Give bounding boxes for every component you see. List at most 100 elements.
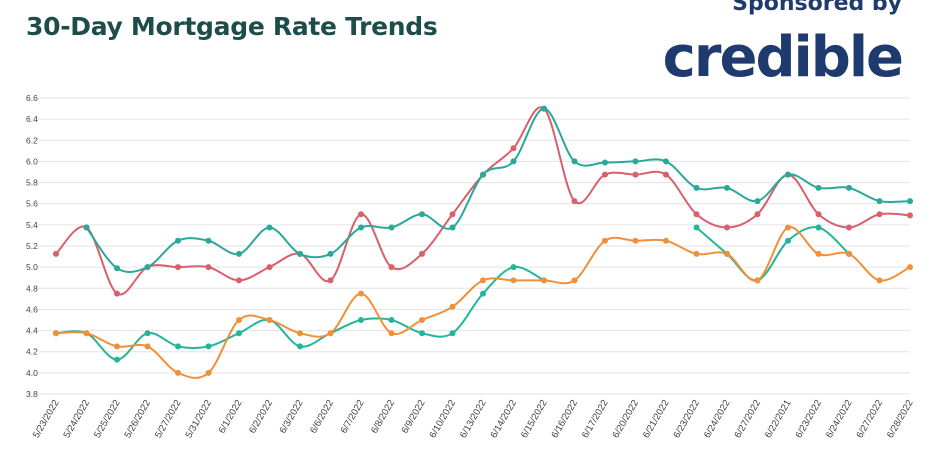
series-1-point	[510, 145, 517, 152]
y-tick-label: 5.8	[26, 178, 38, 188]
series-2-point	[144, 264, 151, 271]
series-3-point	[236, 330, 242, 337]
x-tick-label: 6/7/2022	[339, 398, 367, 436]
series-3-point	[205, 343, 212, 350]
series-2-point	[571, 158, 578, 165]
series-2-point	[846, 184, 852, 191]
y-tick-label: 6.4	[26, 114, 38, 124]
series-2-point	[480, 171, 486, 178]
series-3-point	[815, 224, 822, 231]
series-1-point	[236, 277, 242, 284]
x-tick-label: 6/23/2022	[671, 398, 702, 440]
series-lines	[53, 105, 913, 379]
x-tick-label: 6/8/2022	[369, 398, 397, 436]
series-3-point	[510, 264, 517, 271]
series-4-point	[541, 277, 547, 284]
x-tick-label: 5/25/2022	[92, 398, 123, 440]
series-2-point	[510, 158, 517, 165]
series-2-point	[785, 171, 791, 178]
series-4-point	[785, 224, 791, 231]
y-tick-label: 6.2	[26, 135, 38, 145]
series-4-point	[388, 330, 395, 337]
x-tick-label: 6/24/2022	[824, 398, 855, 440]
series-1-line	[55, 106, 911, 296]
series-1-point	[266, 264, 273, 271]
series-1-point	[907, 212, 913, 219]
x-tick-label: 6/2/2022	[247, 398, 275, 436]
brand-logo: credible	[662, 25, 904, 90]
x-tick-label: 5/23/2022	[31, 398, 62, 440]
series-2-line	[85, 107, 911, 273]
series-2-point	[693, 184, 700, 191]
series-4-point	[510, 277, 517, 284]
series-4-point	[419, 317, 425, 323]
y-tick-label: 4.4	[26, 326, 38, 336]
x-tick-label: 6/21/2022	[641, 398, 672, 440]
series-1-point	[388, 264, 395, 271]
x-tick-label: 6/14/2022	[488, 398, 519, 440]
series-4-point	[846, 250, 852, 257]
x-axis: 5/23/2022 5/24/2022 5/25/2022 5/26/2022 5/27…	[31, 398, 916, 440]
series-1-point	[602, 171, 608, 178]
y-tick-label: 5.2	[26, 241, 38, 251]
series-1-point	[815, 211, 822, 218]
series-2-point	[815, 184, 822, 191]
series-2-point	[449, 224, 456, 231]
series-2-point	[876, 198, 883, 205]
x-tick-label: 6/22/2021	[763, 398, 794, 440]
series-1-point	[571, 198, 578, 205]
x-tick-label: 6/10/2022	[427, 398, 458, 440]
y-tick-label: 5.6	[26, 199, 38, 209]
y-tick-label: 6.0	[26, 156, 38, 166]
series-2-point	[236, 250, 242, 257]
x-tick-label: 6/9/2022	[400, 398, 428, 436]
series-1-point	[175, 264, 181, 271]
y-tick-label: 6.6	[26, 93, 38, 103]
x-tick-label: 6/1/2022	[217, 398, 245, 436]
series-1-point	[114, 290, 120, 297]
x-tick-label: 6/13/2022	[458, 398, 489, 440]
x-tick-label: 5/24/2022	[61, 398, 92, 440]
series-4-point	[571, 277, 578, 284]
series-4-point	[114, 343, 120, 350]
series-1-point	[754, 211, 761, 218]
y-axis: 3.8 4.0 4.2 4.4 4.6 4.8 5.0 5.2 5.4 5.6 5.8 6.0 6.2 6…	[26, 93, 38, 399]
series-2-point	[632, 158, 639, 165]
series-2-point	[663, 158, 669, 165]
series-1-point	[53, 250, 59, 257]
x-tick-label: 6/6/2022	[308, 398, 336, 436]
series-3-point	[114, 356, 120, 363]
series-1-point	[449, 211, 456, 218]
x-tick-label: 6/17/2022	[580, 398, 611, 440]
series-1-point	[419, 250, 425, 257]
y-tick-label: 4.6	[26, 304, 38, 314]
series-1-point	[327, 277, 334, 284]
page-title: 30-Day Mortgage Rate Trends	[26, 12, 438, 41]
x-tick-label: 6/3/2022	[278, 398, 306, 436]
series-4-point	[602, 237, 608, 244]
y-tick-label: 4.2	[26, 347, 38, 357]
series-3-point	[297, 343, 303, 350]
series-2-point	[205, 237, 212, 244]
series-2-point	[907, 198, 913, 205]
series-3-point	[175, 343, 181, 350]
x-tick-label: 5/31/2022	[183, 398, 214, 440]
series-4-point	[449, 303, 456, 310]
series-1-point	[663, 171, 669, 178]
series-4-point	[236, 317, 242, 323]
series-4-point	[632, 237, 639, 244]
series-4-point	[663, 237, 669, 244]
x-tick-label: 6/23/2022	[793, 398, 824, 440]
series-4-point	[327, 330, 334, 337]
series-4-point	[205, 369, 212, 376]
series-4-point	[754, 277, 761, 284]
x-tick-label: 6/16/2022	[549, 398, 580, 440]
series-2-point	[266, 224, 273, 231]
series-4-point	[724, 250, 730, 257]
series-1-point	[693, 211, 700, 218]
y-tick-label: 5.4	[26, 220, 38, 230]
series-1-point	[876, 211, 883, 218]
series-2-point	[541, 105, 547, 112]
series-2-point	[358, 224, 364, 231]
